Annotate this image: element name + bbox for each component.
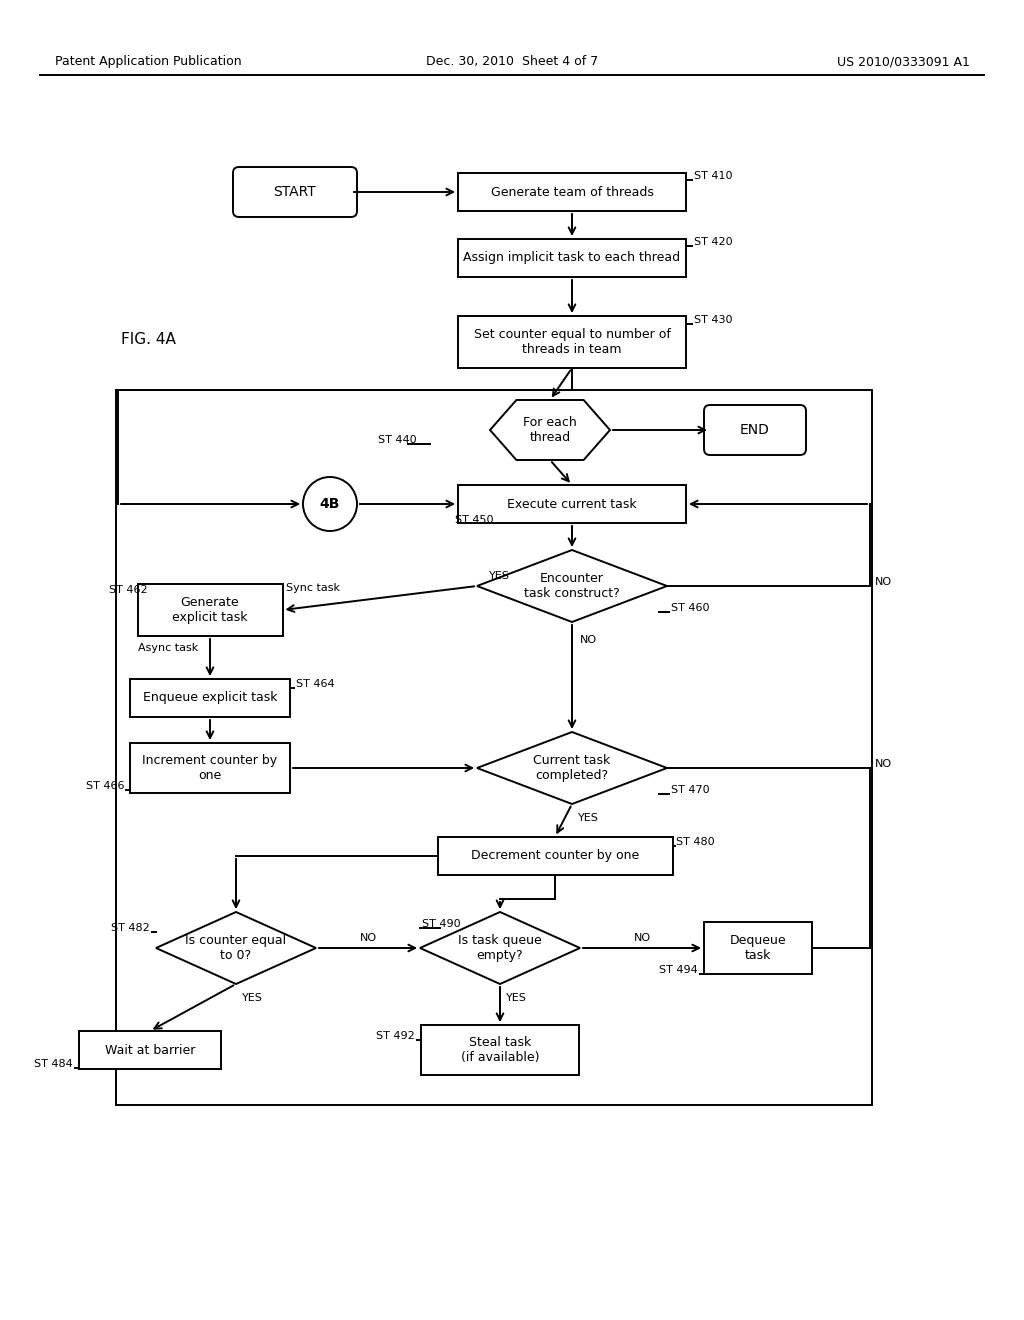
Text: NO: NO (874, 577, 892, 587)
Text: Is counter equal
to 0?: Is counter equal to 0? (185, 935, 287, 962)
Text: ST 430: ST 430 (694, 315, 732, 325)
Text: ST 470: ST 470 (671, 785, 710, 795)
Text: YES: YES (242, 993, 263, 1003)
Text: 4B: 4B (319, 498, 340, 511)
Text: Dec. 30, 2010  Sheet 4 of 7: Dec. 30, 2010 Sheet 4 of 7 (426, 55, 598, 69)
FancyBboxPatch shape (137, 583, 283, 636)
Text: ST 492: ST 492 (376, 1031, 415, 1041)
FancyBboxPatch shape (458, 315, 686, 368)
Text: Current task
completed?: Current task completed? (534, 754, 610, 781)
Text: ST 484: ST 484 (34, 1059, 73, 1069)
Text: ST 420: ST 420 (694, 238, 732, 247)
Polygon shape (490, 400, 610, 459)
Text: Generate
explicit task: Generate explicit task (172, 597, 248, 624)
Text: Generate team of threads: Generate team of threads (490, 186, 653, 198)
Text: For each
thread: For each thread (523, 416, 577, 444)
Text: ST 482: ST 482 (112, 923, 150, 933)
Text: YES: YES (506, 993, 527, 1003)
Text: END: END (740, 422, 770, 437)
Text: Encounter
task construct?: Encounter task construct? (524, 572, 620, 601)
Text: ST 480: ST 480 (677, 837, 715, 847)
Text: NO: NO (359, 933, 377, 942)
Circle shape (303, 477, 357, 531)
Text: Wait at barrier: Wait at barrier (104, 1044, 196, 1056)
FancyBboxPatch shape (130, 678, 290, 717)
Text: ST 460: ST 460 (671, 603, 710, 612)
Text: Dequeue
task: Dequeue task (730, 935, 786, 962)
Text: ST 464: ST 464 (296, 678, 335, 689)
Text: Async task: Async task (137, 643, 198, 653)
Polygon shape (477, 733, 667, 804)
Text: Steal task
(if available): Steal task (if available) (461, 1036, 540, 1064)
Text: ST 490: ST 490 (422, 919, 461, 929)
FancyBboxPatch shape (458, 484, 686, 523)
FancyBboxPatch shape (421, 1026, 579, 1074)
Text: YES: YES (578, 813, 599, 822)
Text: NO: NO (874, 759, 892, 770)
Text: Assign implicit task to each thread: Assign implicit task to each thread (464, 252, 681, 264)
Text: FIG. 4A: FIG. 4A (121, 333, 175, 347)
Polygon shape (420, 912, 580, 983)
Text: ST 440: ST 440 (378, 436, 417, 445)
FancyBboxPatch shape (705, 405, 806, 455)
Polygon shape (477, 550, 667, 622)
FancyBboxPatch shape (437, 837, 673, 875)
Text: Set counter equal to number of
threads in team: Set counter equal to number of threads i… (473, 327, 671, 356)
FancyBboxPatch shape (233, 168, 357, 216)
FancyBboxPatch shape (458, 239, 686, 277)
Text: START: START (273, 185, 316, 199)
Text: ST 450: ST 450 (455, 515, 494, 525)
Text: YES: YES (489, 572, 510, 581)
Text: Increment counter by
one: Increment counter by one (142, 754, 278, 781)
FancyBboxPatch shape (130, 743, 290, 793)
Text: NO: NO (634, 933, 650, 942)
Text: ST 462: ST 462 (110, 585, 148, 595)
Polygon shape (156, 912, 316, 983)
Text: ST 466: ST 466 (85, 781, 124, 791)
Text: NO: NO (580, 635, 597, 645)
FancyBboxPatch shape (79, 1031, 221, 1069)
Text: Is task queue
empty?: Is task queue empty? (458, 935, 542, 962)
Text: US 2010/0333091 A1: US 2010/0333091 A1 (838, 55, 970, 69)
Text: Decrement counter by one: Decrement counter by one (471, 850, 639, 862)
Text: ST 410: ST 410 (694, 172, 732, 181)
FancyBboxPatch shape (705, 921, 812, 974)
Text: Enqueue explicit task: Enqueue explicit task (142, 692, 278, 705)
FancyBboxPatch shape (458, 173, 686, 211)
Text: Execute current task: Execute current task (507, 498, 637, 511)
Text: Sync task: Sync task (287, 583, 341, 593)
Text: ST 494: ST 494 (659, 965, 698, 975)
Text: Patent Application Publication: Patent Application Publication (55, 55, 242, 69)
